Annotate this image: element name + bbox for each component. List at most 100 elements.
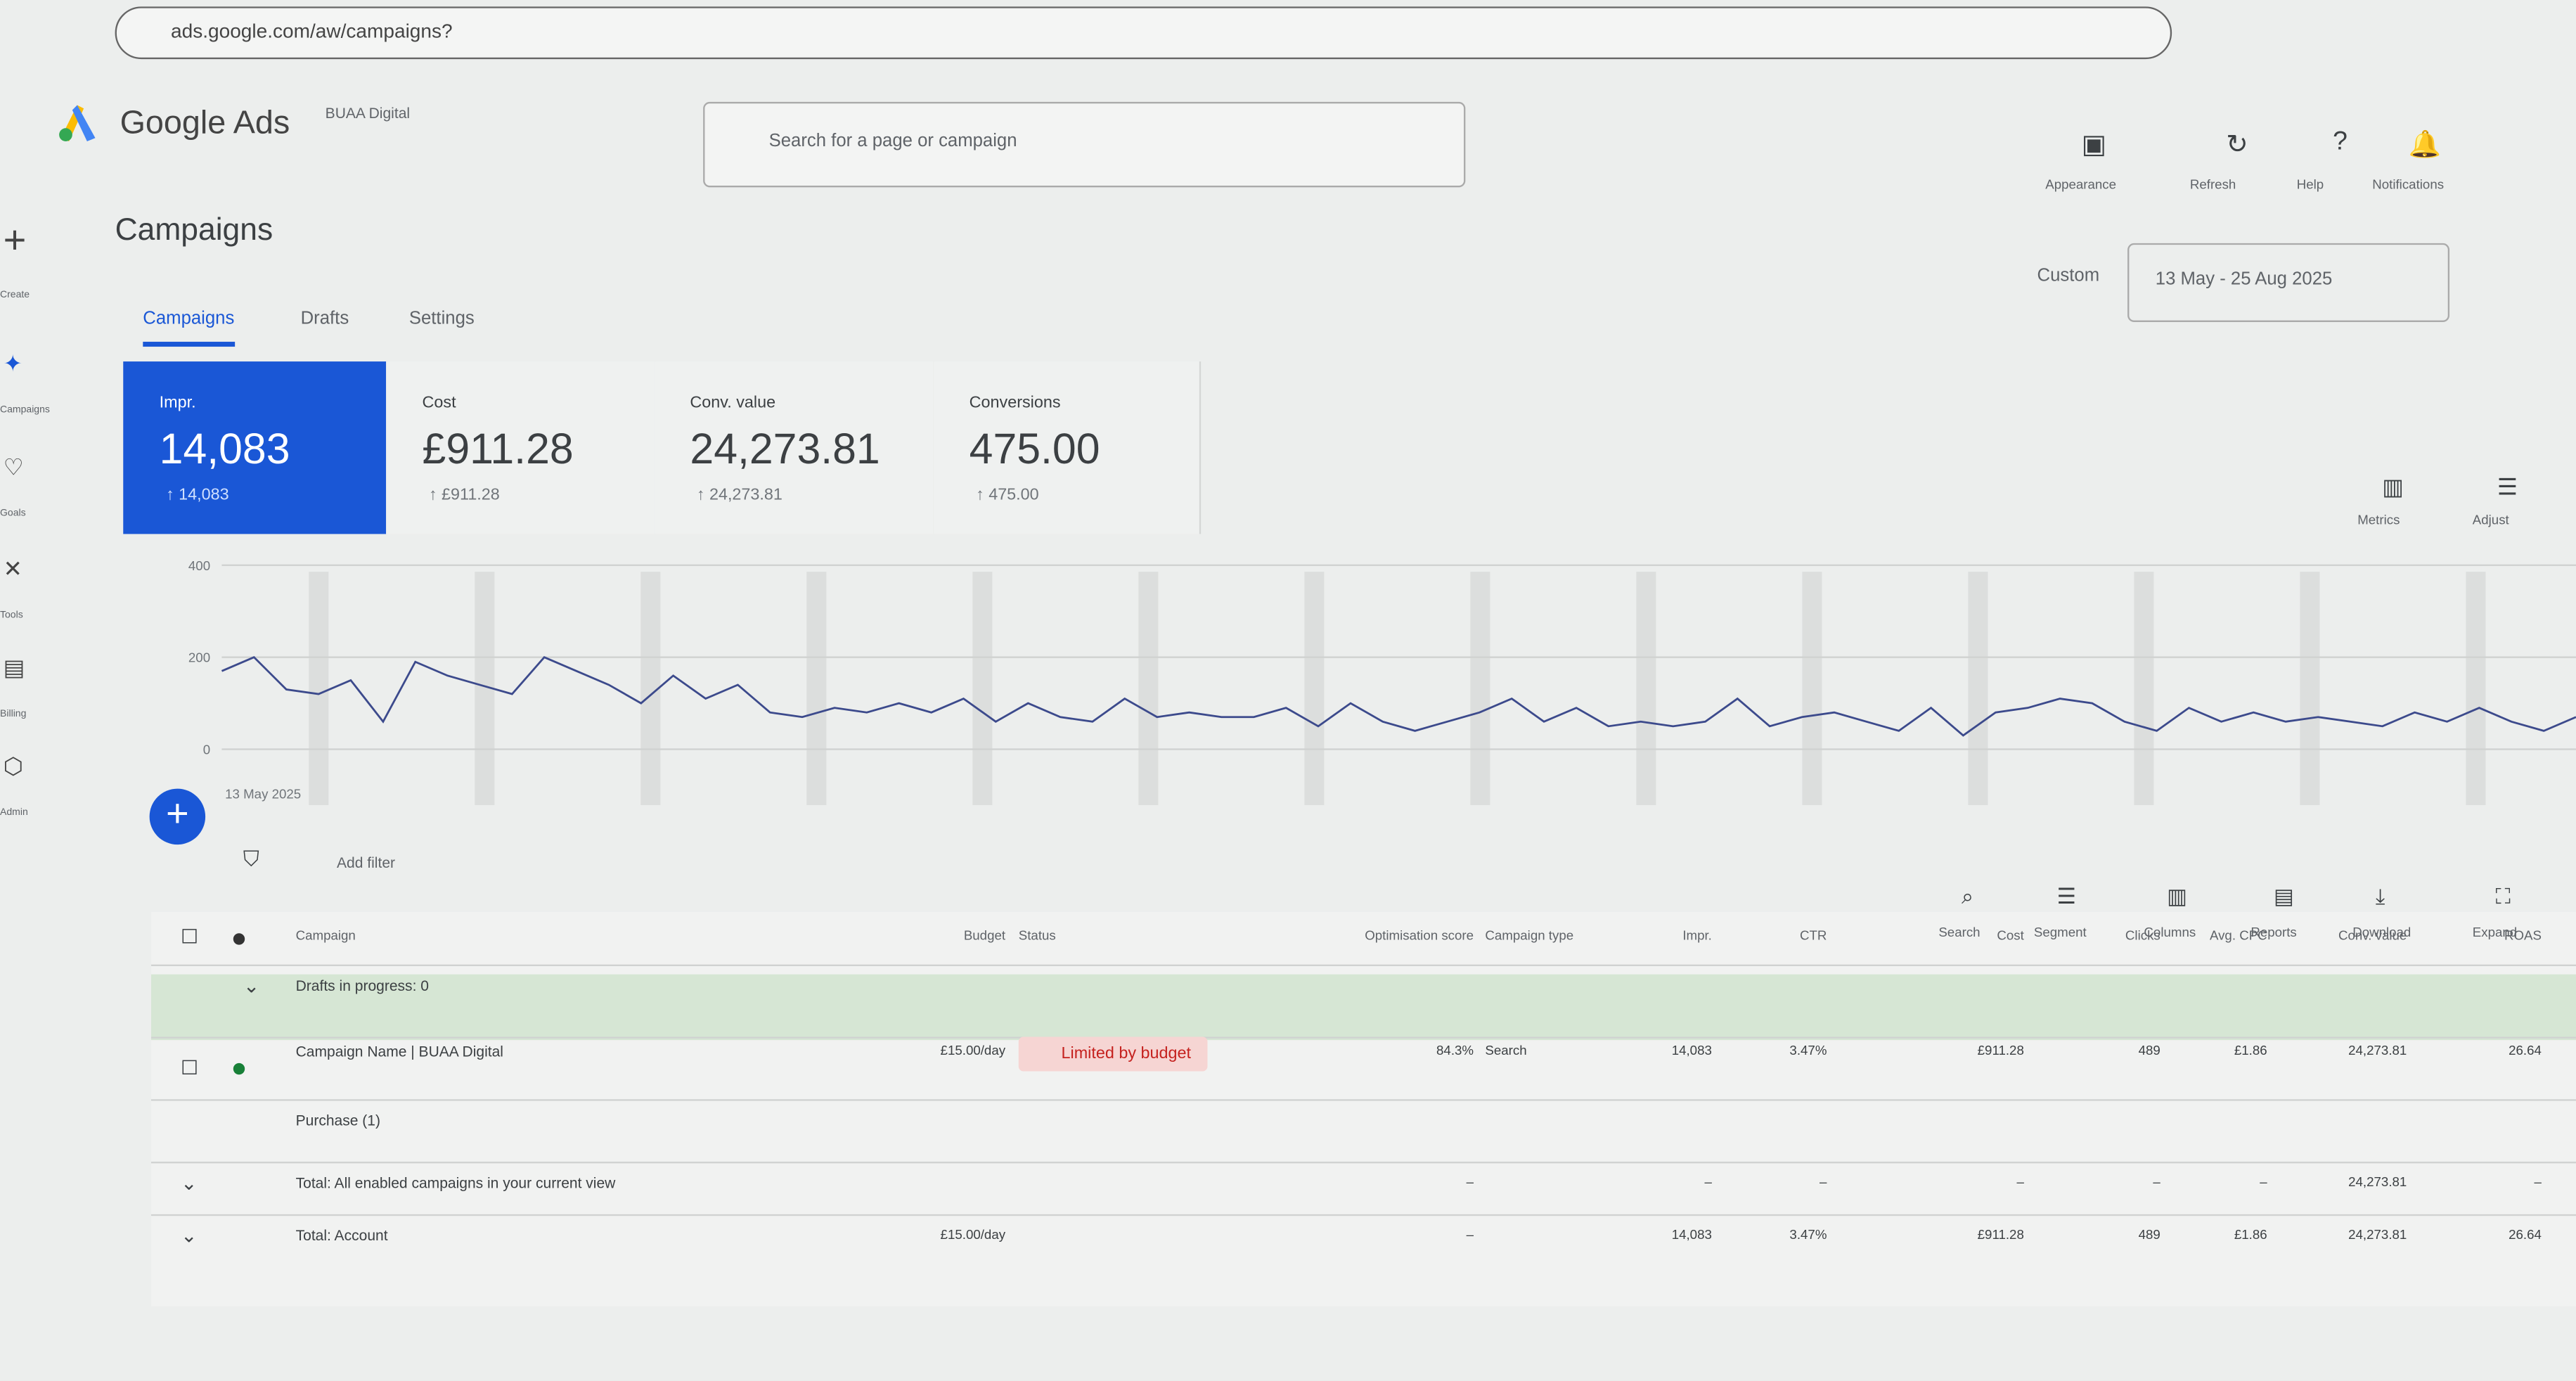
table-tool-icon[interactable]: ▤	[2274, 884, 2294, 909]
page-title: Campaigns	[115, 213, 273, 248]
date-range: 13 May - 25 Aug 2025	[2155, 269, 2333, 290]
action-icon[interactable]: ▣	[2081, 131, 2106, 160]
sidebar-icon[interactable]: ⬡	[3, 752, 24, 779]
column-header[interactable]: Avg. CPC	[2209, 928, 2267, 944]
action-label[interactable]: Notifications	[2372, 177, 2445, 193]
add-filter[interactable]: Add filter	[337, 854, 396, 871]
action-icon[interactable]: ?	[2333, 128, 2348, 156]
table-tool-icon[interactable]: ⛶	[2495, 884, 2511, 909]
sidebar-label[interactable]: Admin	[0, 808, 28, 818]
table-tool-label[interactable]: Download	[2352, 925, 2411, 940]
table-tool-label[interactable]: Search	[1938, 925, 1981, 940]
chart-tool-icon[interactable]: ☰	[2497, 473, 2518, 500]
table-tool-icon[interactable]: ☰	[2056, 884, 2076, 909]
column-header[interactable]: Clicks	[2125, 928, 2160, 944]
scorecard-sub: ↑ 24,273.81	[696, 486, 783, 505]
sidebar-label[interactable]: Goals	[0, 509, 26, 520]
table-tool-icon[interactable]: ▥	[2167, 884, 2187, 909]
scorecard[interactable]: Conv. value 24,273.81 ↑ 24,273.81	[654, 361, 935, 534]
scorecard-sub: ↑ £911.28	[428, 486, 500, 505]
chart-tool-label[interactable]: Adjust	[2472, 513, 2509, 528]
date-label: Custom	[2037, 266, 2100, 286]
sidebar-label[interactable]: Tools	[0, 611, 23, 622]
action-label[interactable]: Refresh	[2189, 177, 2236, 193]
filter-icon[interactable]: ⛉	[243, 846, 259, 871]
checkbox[interactable]: ☐	[181, 1056, 199, 1080]
date-picker[interactable]	[2127, 243, 2450, 322]
table-cell: £15.00/day	[940, 1043, 1006, 1058]
sidebar-icon[interactable]: ✕	[3, 555, 23, 582]
column-header[interactable]: Campaign type	[1485, 928, 1574, 944]
scorecard[interactable]: Impr. 14,083 ↑ 14,083	[123, 361, 388, 534]
chart-tool-label[interactable]: Metrics	[2357, 513, 2400, 528]
scorecard[interactable]: Cost £911.28 ↑ £911.28	[386, 361, 656, 534]
table-cell: 24,273.81	[2348, 1227, 2407, 1242]
table-cell: 24,273.81	[2348, 1043, 2407, 1058]
table-cell[interactable]: Total: All enabled campaigns in your cur…	[295, 1174, 616, 1192]
table-cell[interactable]: Total: Account	[295, 1227, 388, 1244]
add-button[interactable]: +	[149, 788, 206, 845]
search-box[interactable]	[703, 101, 1466, 188]
table-cell: 3.47%	[1789, 1227, 1827, 1242]
sidebar-icon[interactable]: +	[3, 218, 27, 263]
band	[2300, 572, 2320, 805]
chart-tool-icon[interactable]: ▥	[2382, 473, 2404, 500]
row-icon[interactable]: ⌄	[181, 1171, 198, 1195]
checkbox[interactable]: ☐	[181, 925, 199, 949]
column-header[interactable]: Cost	[1997, 928, 2024, 944]
sidebar-label[interactable]: Campaigns	[0, 406, 50, 416]
scorecard-sub: ↑ 14,083	[166, 486, 229, 505]
table-cell: Search	[1485, 1043, 1527, 1058]
table-cell[interactable]: Purchase (1)	[295, 1112, 381, 1129]
scorecard[interactable]: Conversions 475.00 ↑ 475.00	[933, 361, 1202, 534]
column-header[interactable]: ROAS	[2504, 928, 2542, 944]
table-cell: £15.00/day	[940, 1227, 1006, 1242]
column-header[interactable]: Optimisation score	[1365, 928, 1474, 944]
band	[1636, 572, 1656, 805]
table-cell[interactable]: Campaign Name | BUAA Digital	[295, 1043, 503, 1060]
column-header[interactable]: Campaign	[295, 928, 356, 944]
band	[2134, 572, 2154, 805]
table-tool-label[interactable]: Expand	[2472, 925, 2518, 940]
column-header[interactable]: Impr.	[1682, 928, 1712, 944]
sidebar-label[interactable]: Create	[0, 290, 30, 301]
row-icon[interactable]: ⌄	[181, 1223, 198, 1247]
sidebar-icon[interactable]: ▤	[3, 654, 25, 681]
action-label[interactable]: Appearance	[2045, 177, 2117, 193]
table-tool-label[interactable]: Columns	[2144, 925, 2196, 940]
column-header[interactable]: Conv. value	[2338, 928, 2407, 944]
row-icon[interactable]: ⌄	[243, 974, 260, 998]
band	[309, 572, 329, 805]
action-icon[interactable]: ↻	[2226, 131, 2248, 160]
table: Campaign Budget Status Optimisation score Ca…	[150, 911, 2576, 1306]
table-cell: £1.86	[2234, 1043, 2267, 1058]
table-cell: £1.86	[2234, 1227, 2267, 1242]
table-tool-label[interactable]: Segment	[2033, 925, 2087, 940]
address-bar[interactable]	[115, 6, 2172, 60]
table-cell: £911.28	[1977, 1227, 2024, 1242]
sidebar-icon[interactable]: ✦	[3, 349, 23, 377]
status-chip[interactable]: Limited by budget	[1018, 1036, 1208, 1072]
sidebar-label[interactable]: Billing	[0, 709, 27, 720]
tab[interactable]: Settings	[408, 309, 475, 329]
action-icon[interactable]: 🔔	[2408, 131, 2442, 160]
tab[interactable]: Drafts	[300, 309, 349, 329]
table-tool-icon[interactable]: ⌕	[1962, 884, 1974, 909]
action-label[interactable]: Help	[2296, 177, 2324, 193]
table-cell: 84.3%	[1436, 1043, 1474, 1058]
table-cell: 3.47%	[1789, 1043, 1827, 1058]
table-cell[interactable]: Drafts in progress: 0	[295, 977, 429, 994]
column-header[interactable]: Status	[1018, 928, 1056, 944]
table-cell: 24,273.81	[2348, 1174, 2407, 1190]
chart: 0 200 400 13 May 2025	[188, 558, 2576, 805]
account-name[interactable]: BUAA Digital	[325, 105, 411, 122]
scorecard-value: 14,083	[159, 423, 290, 473]
table-tool-icon[interactable]: ⤓	[2375, 884, 2385, 909]
column-header[interactable]: CTR	[1799, 928, 1827, 944]
scorecard-label: Impr.	[159, 394, 196, 413]
band	[1802, 572, 1822, 805]
sidebar-icon[interactable]: ♡	[3, 453, 25, 480]
column-header[interactable]: Budget	[963, 928, 1006, 944]
tab[interactable]: Campaigns	[143, 309, 235, 347]
table-tool-label[interactable]: Reports	[2250, 925, 2297, 940]
